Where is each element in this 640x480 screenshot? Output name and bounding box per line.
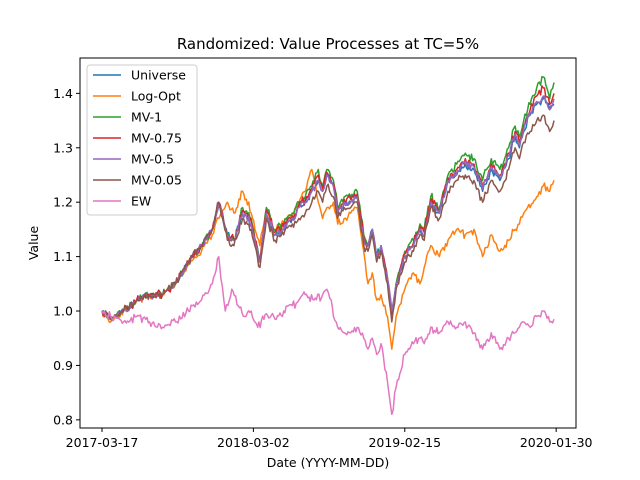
y-tick-label: 1.0 xyxy=(53,304,73,319)
legend-label-ew: EW xyxy=(131,194,151,209)
series-line-ew xyxy=(101,255,555,416)
legend-label-log-opt: Log-Opt xyxy=(131,89,181,104)
y-tick-label: 1.4 xyxy=(53,86,73,101)
legend-label-mv-0-75: MV-0.75 xyxy=(131,131,182,146)
plot-frame xyxy=(79,57,577,429)
y-tick-label: 0.9 xyxy=(53,358,73,373)
plot-lines xyxy=(101,76,555,416)
x-tick-label: 2017-03-17 xyxy=(66,435,139,450)
legend-label-mv-0-5: MV-0.5 xyxy=(131,152,174,167)
x-tick-label: 2019-02-15 xyxy=(368,435,441,450)
legend-label-mv-1: MV-1 xyxy=(131,110,162,125)
y-tick-label: 1.3 xyxy=(53,140,73,155)
x-tick-label: 2018-03-02 xyxy=(217,435,290,450)
y-tick-label: 0.8 xyxy=(53,412,73,427)
y-tick-label: 1.2 xyxy=(53,195,73,210)
y-axis: 0.8 0.9 1.0 1.1 1.2 1.3 1.4 xyxy=(53,86,80,427)
x-axis: 2017-03-17 2018-03-02 2019-02-15 2020-01-30 xyxy=(66,428,593,450)
y-tick-label: 1.1 xyxy=(53,249,73,264)
legend-label-universe: Universe xyxy=(131,68,186,83)
legend-label-mv-0-05: MV-0.05 xyxy=(131,173,182,188)
legend-box xyxy=(86,64,198,216)
x-tick-label: 2020-01-30 xyxy=(520,435,593,450)
series-line-mv-0-05 xyxy=(101,114,555,323)
y-axis-label: Value xyxy=(26,226,41,261)
x-axis-label: Date (YYYY-MM-DD) xyxy=(267,455,390,470)
chart-title: Randomized: Value Processes at TC=5% xyxy=(177,35,479,53)
legend: Universe Log-Opt MV-1 MV-0.75 MV-0.5 MV-0.05 E… xyxy=(86,64,198,216)
